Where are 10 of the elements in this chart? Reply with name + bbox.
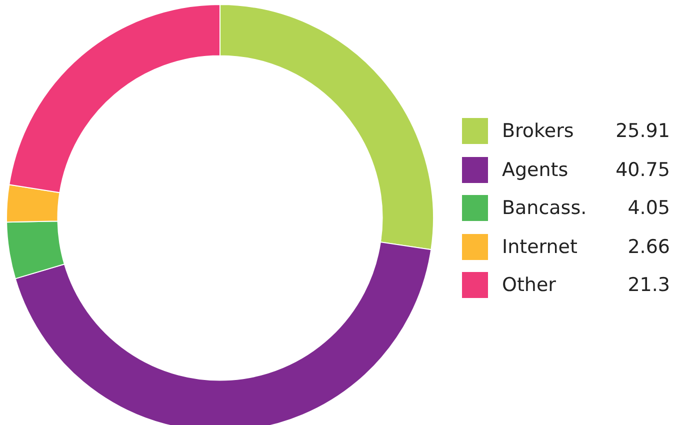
data-label: 4.05 <box>628 197 670 220</box>
legend-label: Internet <box>502 236 578 258</box>
data-label: 21.3 <box>628 274 670 296</box>
data-label: 40.75 <box>616 158 670 181</box>
data-label: 25.91 <box>616 120 670 142</box>
legend-label: Brokers <box>502 120 575 142</box>
legend-label: Other <box>502 274 557 296</box>
data-label: 2.66 <box>628 236 670 258</box>
legend-label: Agents <box>502 158 570 181</box>
legend-label: Bancass. <box>502 197 588 220</box>
